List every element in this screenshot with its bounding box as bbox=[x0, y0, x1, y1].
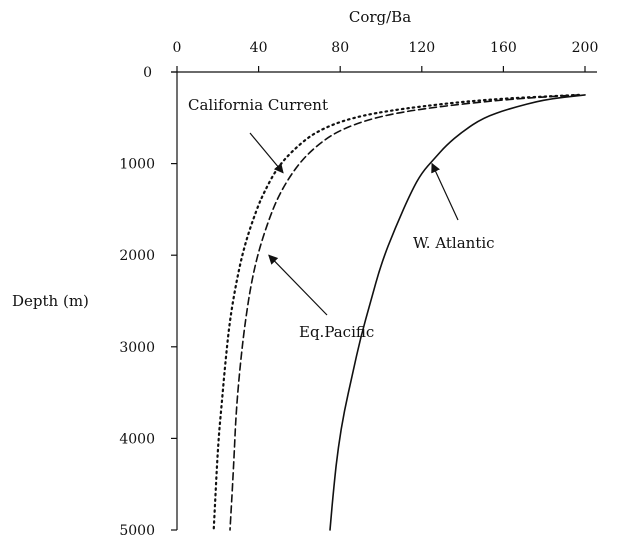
series-line-w-atlantic bbox=[329, 94, 586, 531]
annotation-arrow bbox=[249, 132, 284, 174]
x-axis: 0 40 80 120 160 200 bbox=[171, 40, 599, 73]
annotation-arrow bbox=[268, 254, 328, 316]
x-axis-title: Corg/Ba bbox=[349, 8, 411, 26]
y-tick-label: 4000 bbox=[119, 431, 155, 447]
annotation-label: Eq.Pacific bbox=[299, 323, 374, 341]
y-tick-label: 5000 bbox=[119, 523, 155, 539]
y-tick-label: 0 bbox=[143, 65, 152, 81]
x-tick-label: 200 bbox=[572, 40, 599, 56]
x-tick-label: 0 bbox=[173, 40, 182, 56]
x-tick-label: 160 bbox=[490, 40, 517, 56]
series-lines bbox=[212, 93, 586, 532]
x-tick-label: 120 bbox=[408, 40, 435, 56]
series-line-eq-pacific bbox=[229, 94, 580, 531]
y-tick-label: 1000 bbox=[119, 157, 155, 173]
y-axis-title: Depth (m) bbox=[12, 292, 89, 310]
series-line-california-current bbox=[212, 93, 580, 532]
annotation-label: W. Atlantic bbox=[413, 234, 495, 252]
y-tick-label: 2000 bbox=[119, 248, 155, 264]
annotation-label: California Current bbox=[188, 96, 328, 114]
x-tick-label: 80 bbox=[331, 40, 349, 56]
y-tick-label: 3000 bbox=[119, 340, 155, 356]
y-axis: 0 1000 2000 3000 4000 5000 bbox=[119, 65, 178, 539]
annotation-arrow bbox=[431, 162, 459, 221]
x-tick-label: 40 bbox=[250, 40, 268, 56]
annotations: California Current Eq.Pacific W. Atlantic bbox=[188, 96, 495, 341]
